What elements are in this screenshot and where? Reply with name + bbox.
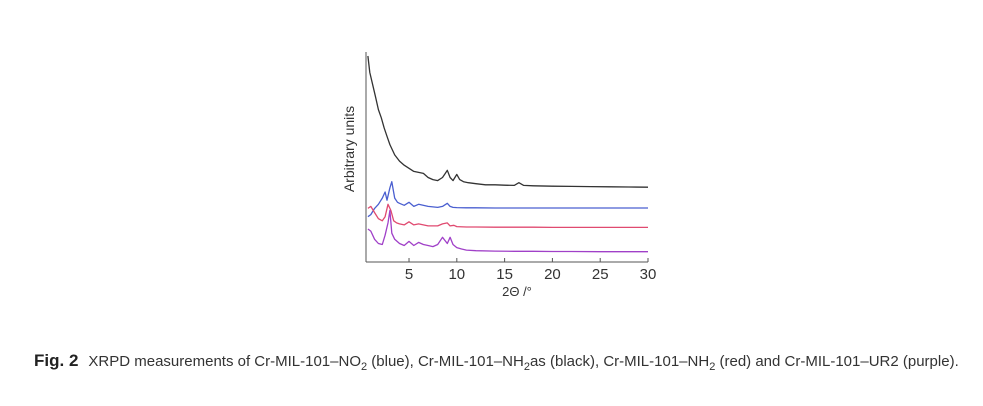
- series-line-1: [367, 181, 648, 218]
- caption-sub-2: 2: [523, 361, 530, 373]
- series-line-2: [367, 203, 648, 229]
- figure-caption: Fig. 2 XRPD measurements of Cr-MIL-101–NO…: [12, 346, 972, 377]
- caption-text-1: XRPD measurements of Cr-MIL-101–NO: [88, 353, 361, 370]
- series-line-3: [367, 209, 648, 253]
- x-ticks: 5 10 15 20 25 30: [405, 258, 656, 283]
- series-layer: [367, 55, 649, 253]
- x-tick-label: 5: [405, 266, 413, 283]
- x-tick-label: 10: [448, 266, 465, 283]
- y-axis-label: Arbitrary units: [341, 106, 357, 192]
- caption-sub-1: 2: [361, 361, 368, 373]
- x-axis-label: 2Θ /°: [502, 284, 532, 299]
- x-tick-label: 15: [496, 266, 513, 283]
- caption-text-4: (red) and Cr-MIL-101–UR2 (purple).: [715, 353, 959, 370]
- caption-text-3: as (black), Cr-MIL-101–NH: [529, 353, 710, 370]
- x-tick-label: 25: [592, 266, 609, 283]
- series-line-0: [367, 55, 649, 188]
- x-tick-label: 20: [544, 266, 561, 283]
- xrpd-chart: 5 10 15 20 25 30 2Θ /° Arbitrary units: [341, 52, 656, 299]
- x-tick-label: 30: [640, 266, 657, 283]
- caption-text-2: (blue), Cr-MIL-101–NH: [367, 353, 524, 370]
- figure-label: Fig. 2: [34, 351, 79, 370]
- caption-sub-3: 2: [709, 361, 716, 373]
